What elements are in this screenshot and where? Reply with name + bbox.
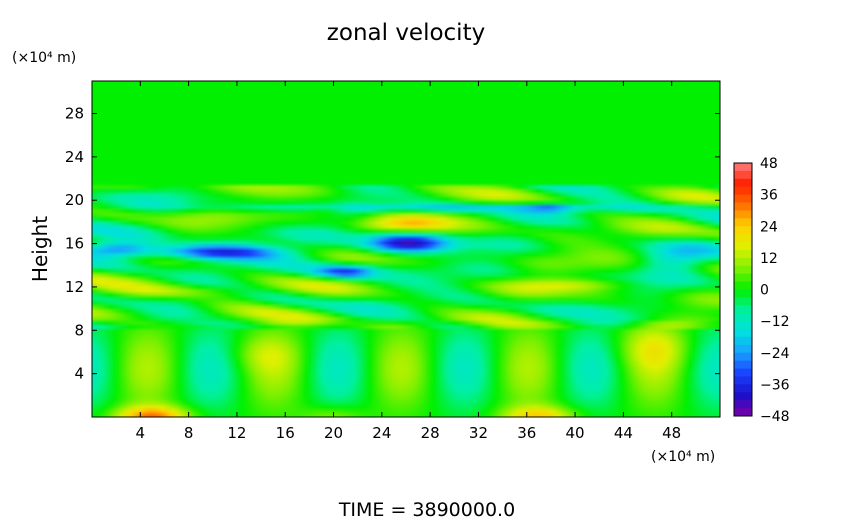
x-tick-label: 32 (469, 424, 488, 442)
x-tick-label: 44 (614, 424, 633, 442)
colorbar-swatch (734, 202, 752, 211)
y-unit-label: (×10⁴ m) (12, 50, 76, 66)
colorbar-swatches (734, 163, 752, 417)
colorbar-label: −36 (760, 377, 790, 393)
x-tick-label: 8 (184, 424, 194, 442)
colorbar-swatch (734, 313, 752, 322)
y-tick-label: 20 (65, 191, 84, 209)
colorbar-swatch (734, 178, 752, 188)
colorbar-swatch (734, 329, 752, 338)
y-tick-label: 24 (65, 148, 84, 166)
colorbar-swatch (734, 297, 752, 306)
x-tick-label: 48 (662, 424, 681, 442)
colorbar-swatch (734, 273, 752, 283)
colorbar-swatch (734, 376, 752, 385)
x-tick-label: 4 (136, 424, 146, 442)
colorbar-swatch (734, 257, 752, 267)
colorbar-swatch (734, 336, 752, 346)
x-tick-label: 28 (421, 424, 440, 442)
colorbar-swatch (734, 218, 752, 227)
time-annotation: TIME = 3890000.0 (338, 499, 515, 519)
colorbar-swatch (734, 249, 752, 259)
colorbar-swatch (734, 360, 752, 370)
colorbar-label: −24 (760, 346, 790, 362)
colorbar-swatch (734, 170, 752, 180)
y-tick-label: 28 (65, 105, 84, 123)
colorbar-swatch (734, 265, 752, 275)
colorbar-swatch (734, 163, 752, 172)
x-tick-label: 24 (372, 424, 391, 442)
colorbar-swatch (734, 344, 752, 354)
colorbar-swatch (734, 321, 752, 330)
x-tick-label: 16 (276, 424, 295, 442)
x-unit-label: (×10⁴ m) (651, 449, 715, 465)
colorbar-swatch (734, 281, 752, 290)
chart-title: zonal velocity (327, 20, 485, 46)
x-tick-label: 12 (227, 424, 246, 442)
colorbar: 48 36 24 12 0 −12 −24 −36 −48 (733, 156, 790, 425)
y-axis-label: Height (28, 216, 52, 282)
x-tick-label: 20 (324, 424, 343, 442)
colorbar-label: −48 (760, 409, 790, 425)
x-tick-label: 36 (517, 424, 536, 442)
colorbar-swatch (734, 210, 752, 219)
colorbar-swatch (734, 305, 752, 314)
colorbar-swatch (734, 234, 752, 243)
x-axis: 4 8 12 16 20 24 28 32 36 40 44 48 (136, 81, 681, 442)
colorbar-swatch (734, 186, 752, 196)
colorbar-labels: 48 36 24 12 0 −12 −24 −36 −48 (760, 156, 790, 425)
colorbar-swatch (734, 194, 752, 204)
y-tick-label: 12 (65, 278, 84, 296)
colorbar-swatch (734, 400, 752, 409)
colorbar-label: 36 (760, 188, 778, 204)
y-tick-label: 16 (65, 235, 84, 253)
colorbar-swatch (734, 226, 752, 235)
colorbar-label: 48 (760, 156, 778, 172)
x-tick-label: 40 (566, 424, 585, 442)
colorbar-label: 24 (760, 219, 778, 235)
colorbar-swatch (734, 352, 752, 362)
colorbar-swatch (734, 242, 752, 251)
y-axis: 4 8 12 16 20 24 28 (65, 105, 720, 383)
velocity-field (92, 81, 720, 417)
colorbar-swatch (734, 368, 752, 377)
colorbar-frame (733, 162, 753, 417)
colorbar-swatch (734, 384, 752, 393)
colorbar-label: 0 (760, 283, 769, 299)
y-tick-label: 4 (74, 365, 84, 383)
plot-frame (91, 80, 721, 418)
colorbar-swatch (734, 408, 752, 417)
colorbar-label: −12 (760, 314, 790, 330)
colorbar-label: 12 (760, 251, 778, 267)
colorbar-swatch (734, 392, 752, 401)
plot-area (91, 80, 721, 418)
colorbar-swatch (734, 289, 752, 298)
y-tick-label: 8 (74, 321, 84, 339)
